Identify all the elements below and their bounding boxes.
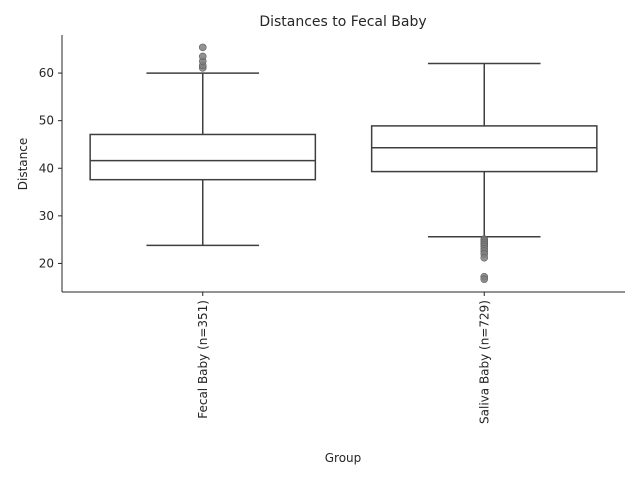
- group-1-outlier-5: [198, 43, 207, 52]
- group-1-box: [89, 133, 317, 181]
- group-2-outlier-11: [480, 275, 489, 283]
- y-tick-label-60: 60: [39, 66, 54, 80]
- group-2-box: [370, 125, 598, 173]
- group-2-outlier-9: [480, 253, 489, 262]
- group-2-x-tick-label: Saliva Baby (n=729): [477, 300, 491, 424]
- y-tick-label-20: 20: [39, 256, 54, 270]
- y-axis-label: Distance: [16, 138, 30, 190]
- chart-title: Distances to Fecal Baby: [259, 14, 426, 30]
- y-tick-label-40: 40: [39, 161, 54, 175]
- group-1-outlier-4: [198, 52, 207, 61]
- plot-area: 20 30 40 50 60 Fecal Baby (n=351) Saliva Baby …: [39, 43, 598, 424]
- y-tick-label-30: 30: [39, 209, 54, 223]
- group-1-x-tick-label: Fecal Baby (n=351): [196, 300, 210, 419]
- x-axis-label: Group: [325, 451, 362, 465]
- y-tick-label-50: 50: [39, 114, 54, 128]
